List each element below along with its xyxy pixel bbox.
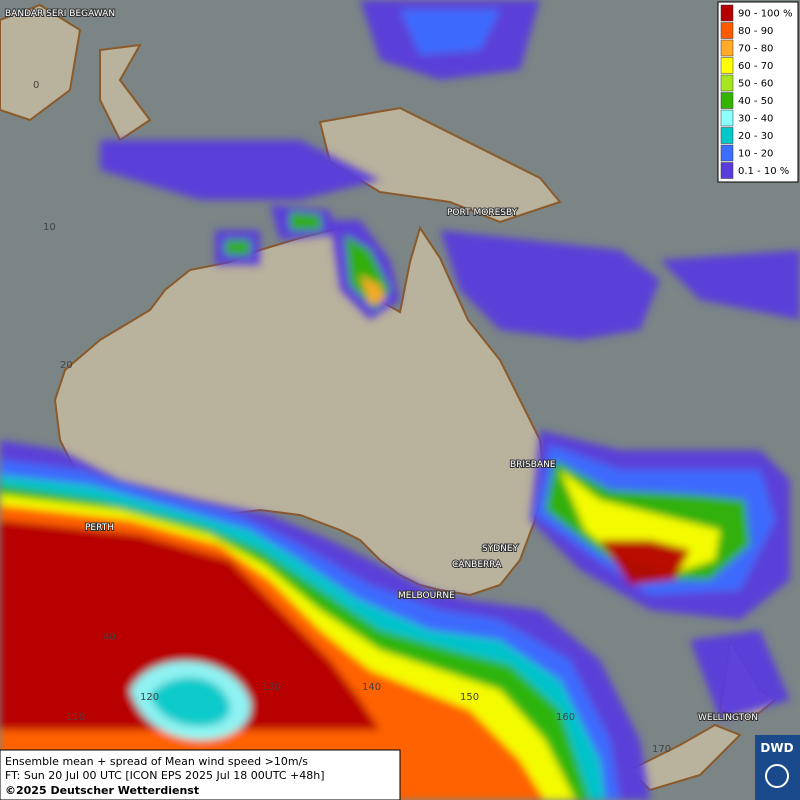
grid-label: 40	[103, 632, 116, 643]
probability-area	[400, 10, 500, 55]
legend-swatch	[720, 4, 734, 22]
borneo	[0, 3, 82, 122]
legend-swatch	[720, 109, 734, 127]
legend-label: 80 - 90	[738, 26, 773, 37]
city-labels: BANDAR SERI BEGAWAN PORT MORESBY BRISBANE P…	[4, 8, 759, 724]
logo-box	[755, 735, 800, 800]
legend-swatch	[720, 162, 734, 179]
city-label: PERTH	[85, 523, 114, 533]
grid-label: 120	[140, 692, 159, 703]
legend-label: 90 - 100 %	[738, 9, 792, 20]
footer-box	[0, 749, 401, 800]
legend-swatch	[720, 57, 734, 74]
legend-label: 50 - 60	[738, 79, 773, 90]
probability-area	[0, 520, 380, 730]
city-label: PORT MORESBY	[447, 208, 518, 218]
probability-area	[360, 275, 385, 305]
probability-area	[100, 140, 380, 200]
grid-label: 170	[652, 744, 671, 755]
probability-area	[440, 230, 660, 340]
legend: 90 - 100 % 80 - 90 70 - 80 60 - 70 50 - 60 40…	[717, 1, 799, 183]
legend-label: 30 - 40	[738, 114, 773, 125]
logo-icon	[765, 764, 789, 788]
city-label: BRISBANE	[510, 460, 556, 470]
grid-labels: 0 10 20 40 110 120 130 140 150 160 170	[33, 80, 671, 755]
probability-area	[150, 677, 231, 727]
legend-swatch	[720, 92, 734, 109]
legend-label: 0.1 - 10 %	[738, 166, 789, 177]
city-label: CANBERRA	[452, 560, 502, 570]
legend-swatch	[720, 127, 734, 144]
logo: DWD	[755, 735, 800, 800]
footer-line: Ensemble mean + spread of Mean wind spee…	[5, 755, 308, 768]
grid-label: 130	[262, 682, 281, 693]
city-label: WELLINGTON	[698, 713, 758, 723]
nz-south	[628, 723, 742, 792]
legend-label: 10 - 20	[738, 149, 773, 160]
legend-label: 40 - 50	[738, 96, 773, 107]
copyright: ©2025 Deutscher Wetterdienst	[5, 784, 199, 797]
grid-label: 10	[43, 222, 56, 233]
logo-text: DWD	[760, 741, 793, 755]
sulawesi	[99, 43, 152, 142]
probability-area	[290, 212, 322, 230]
grid-label: 160	[556, 712, 575, 723]
legend-label: 60 - 70	[738, 61, 773, 72]
grid-label: 0	[33, 80, 39, 91]
legend-swatch	[720, 39, 734, 57]
probability-area	[225, 240, 250, 255]
grid-label: 150	[460, 692, 479, 703]
footer-line: FT: Sun 20 Jul 00 UTC [ICON EPS 2025 Jul…	[5, 769, 325, 782]
grid-label: 140	[362, 682, 381, 693]
legend-swatch	[720, 74, 734, 92]
city-label: SYDNEY	[482, 544, 519, 554]
city-label: MELBOURNE	[398, 591, 455, 601]
legend-label: 70 - 80	[738, 44, 773, 55]
grid-label: 110	[66, 712, 85, 723]
footer: Ensemble mean + spread of Mean wind spee…	[0, 749, 401, 800]
probability-area	[600, 540, 690, 585]
legend-swatch	[720, 22, 734, 39]
legend-swatch	[720, 144, 734, 162]
city-label: BANDAR SERI BEGAWAN	[5, 9, 115, 19]
grid-label: 20	[60, 360, 73, 371]
probability-area	[690, 630, 790, 720]
legend-label: 20 - 30	[738, 131, 773, 142]
probability-area	[660, 250, 800, 320]
